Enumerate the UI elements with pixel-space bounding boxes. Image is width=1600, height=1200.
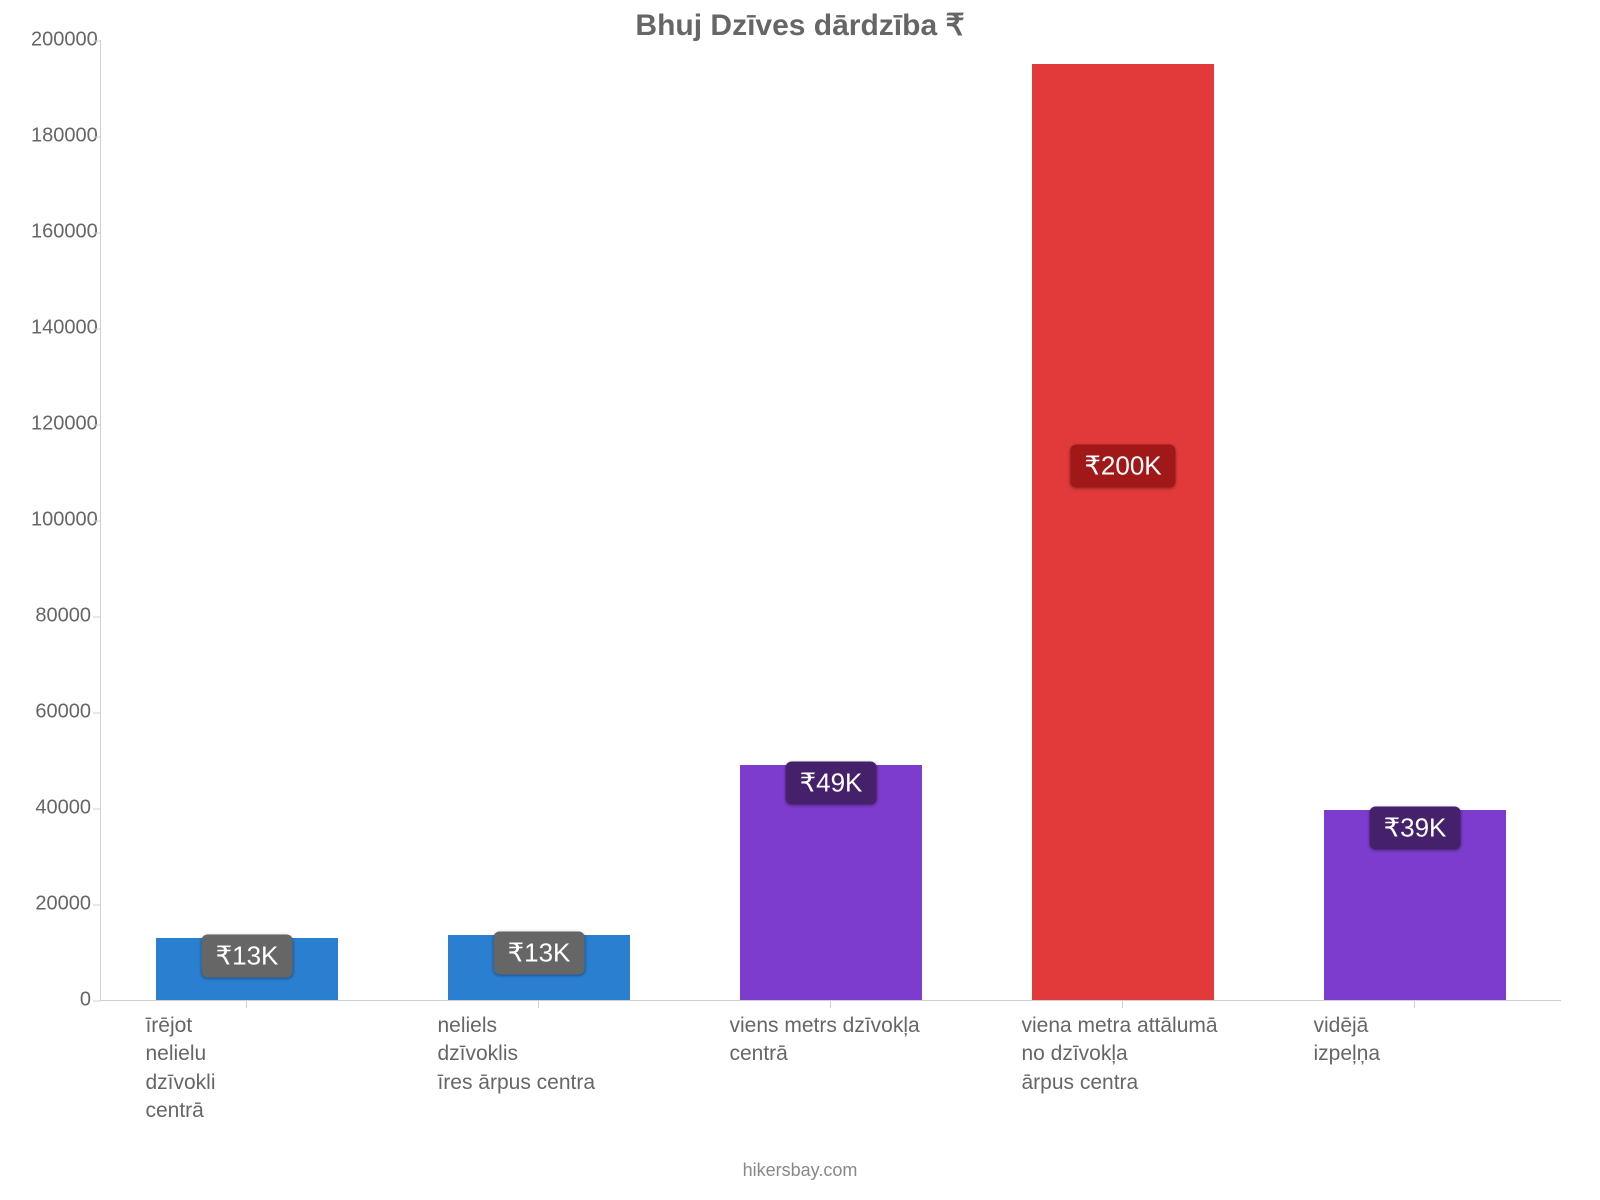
x-tick <box>538 1000 539 1008</box>
x-label: nelielsdzīvoklisīres ārpus centra <box>437 1012 706 1097</box>
x-label: vidējāizpeļņa <box>1313 1012 1582 1069</box>
y-tick: 180000 <box>31 125 91 148</box>
bar <box>1032 64 1213 1000</box>
x-label: viens metrs dzīvokļacentrā <box>729 1012 998 1069</box>
x-tick <box>1414 1000 1415 1008</box>
bar-value-badge: ₹13K <box>202 934 293 977</box>
y-tick: 60000 <box>31 701 91 724</box>
x-tick <box>246 1000 247 1008</box>
bar-value-badge: ₹39K <box>1370 807 1461 850</box>
x-axis-labels: īrējotnelieludzīvoklicentrā nelielsdzīvok… <box>100 1012 1560 1162</box>
chart-title: Bhuj Dzīves dārdzība ₹ <box>0 8 1600 43</box>
bar-value-badge: ₹200K <box>1070 445 1175 488</box>
y-tick: 200000 <box>31 29 91 52</box>
y-tick: 40000 <box>31 797 91 820</box>
bars-layer: ₹13K ₹13K ₹49K ₹200K ₹39K <box>101 40 1561 1000</box>
credit-text: hikersbay.com <box>0 1160 1600 1181</box>
bar-value-badge: ₹49K <box>786 761 877 804</box>
plot-area: ₹13K₹13K₹49K₹200K₹39K 020000400006000080… <box>100 40 1561 1001</box>
x-tick <box>830 1000 831 1008</box>
y-tick: 80000 <box>31 605 91 628</box>
chart-container: Bhuj Dzīves dārdzība ₹ ₹13K ₹13K ₹49K ₹200K… <box>0 0 1600 1200</box>
y-tick: 0 <box>31 989 91 1012</box>
x-tick <box>1122 1000 1123 1008</box>
x-label: īrējotnelieludzīvoklicentrā <box>145 1012 414 1125</box>
y-tick: 140000 <box>31 317 91 340</box>
y-tick: 160000 <box>31 221 91 244</box>
y-tick: 120000 <box>31 413 91 436</box>
x-label: viena metra attālumāno dzīvokļaārpus cen… <box>1021 1012 1290 1097</box>
y-tick: 100000 <box>31 509 91 532</box>
y-tick: 20000 <box>31 893 91 916</box>
bar-value-badge: ₹13K <box>494 932 585 975</box>
